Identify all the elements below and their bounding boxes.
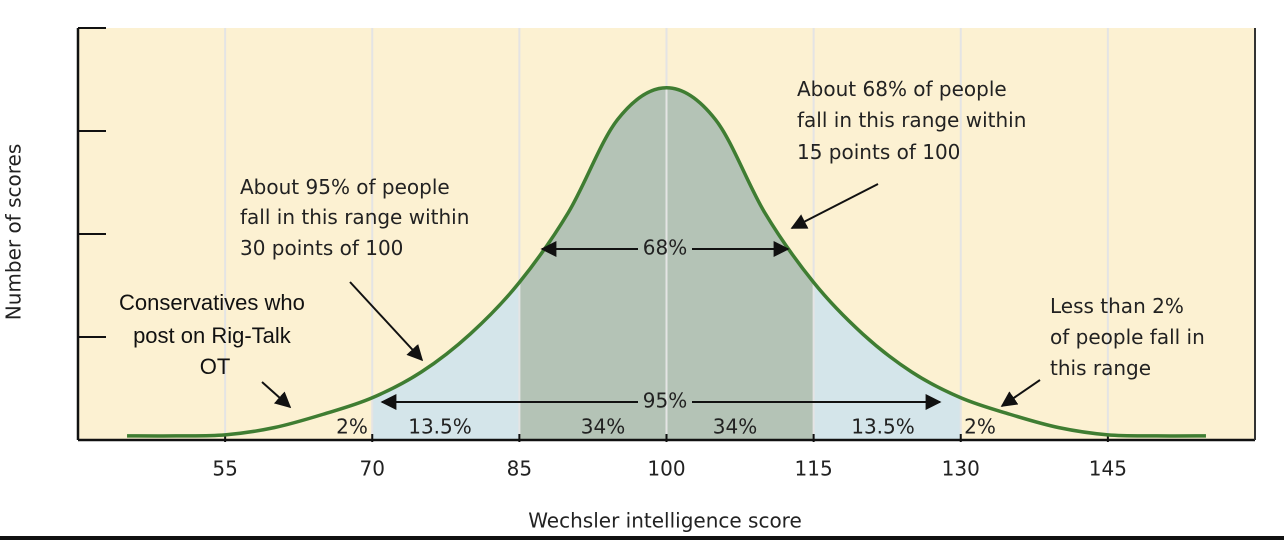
annotation-line: OT: [200, 354, 231, 379]
region-label: 2%: [336, 415, 368, 439]
region-label: 13.5%: [408, 415, 472, 439]
annotation: About 95% of people fall in this range w…: [240, 175, 476, 260]
region-label: 2%: [964, 415, 996, 439]
annotation-line: Conservatives who: [119, 290, 305, 315]
annotations: 68% 95% 2% 13.5% 34% 34% 13.5% 2% About …: [119, 77, 1211, 439]
range-label: 95%: [643, 389, 687, 413]
annotation-arrow: [261, 381, 292, 409]
annotation-line: post on Rig-Talk: [133, 323, 292, 348]
x-tick-label: 130: [942, 457, 980, 481]
annotation-line: About 95% of people: [240, 175, 450, 199]
region-label: 13.5%: [851, 415, 915, 439]
annotation-line: 15 points of 100: [797, 140, 960, 164]
annotation-arrow: [1000, 379, 1041, 407]
annotation: Less than 2% of people fall in this rang…: [1050, 294, 1211, 380]
annotation-arrow: [790, 183, 879, 229]
range-label: 68%: [643, 236, 687, 260]
x-tick-label: 55: [212, 457, 237, 481]
region-label: 34%: [713, 415, 757, 439]
annotation: Conservatives who post on Rig-Talk OT: [119, 290, 311, 379]
annotation-line: fall in this range within: [240, 205, 469, 229]
annotation-line: Less than 2%: [1050, 294, 1184, 318]
y-axis-label: Number of scores: [2, 144, 26, 321]
x-tick-label: 70: [360, 457, 385, 481]
annotation: About 68% of people fall in this range w…: [797, 77, 1033, 164]
x-tick-label: 100: [647, 457, 685, 481]
annotation-line: this range: [1050, 356, 1151, 380]
x-tick-label: 85: [507, 457, 532, 481]
bottom-edge: [0, 536, 1284, 540]
x-tick-label: 115: [795, 457, 833, 481]
x-axis-label: Wechsler intelligence score: [528, 509, 802, 533]
annotation-line: of people fall in: [1050, 325, 1205, 349]
annotation-line: 30 points of 100: [240, 236, 403, 260]
annotation-arrow: [349, 281, 424, 362]
distribution-curve: [127, 85, 1206, 438]
region-label: 34%: [581, 415, 625, 439]
annotation-line: fall in this range within: [797, 108, 1026, 132]
x-tick-label: 145: [1089, 457, 1127, 481]
annotation-line: About 68% of people: [797, 77, 1007, 101]
